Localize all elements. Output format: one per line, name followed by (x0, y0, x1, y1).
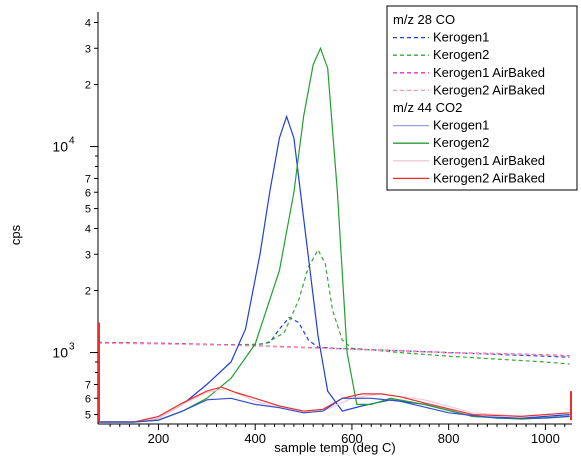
y-minor-tick-label: 2 (85, 80, 91, 92)
y-minor-tick-label: 6 (85, 393, 91, 405)
y-major-tick-label: 10 (52, 345, 68, 361)
x-tick-label: 400 (244, 431, 266, 446)
y-major-tick-exponent: 3 (69, 342, 75, 353)
legend-entry-label: Kerogen1 (433, 30, 489, 45)
x-tick-label: 600 (341, 431, 363, 446)
plot-lines (97, 46, 570, 423)
y-minor-tick-label: 3 (85, 249, 91, 261)
y-axis-label: cps (8, 224, 23, 245)
x-tick-label: 1000 (531, 431, 560, 446)
y-minor-tick-label: 7 (85, 173, 91, 185)
x-tick-label: 200 (148, 431, 170, 446)
legend-entry-label: Kerogen2 (433, 135, 489, 150)
series-line-9 (98, 397, 570, 423)
y-minor-tick-label: 7 (85, 379, 91, 391)
y-minor-tick-label: 5 (85, 204, 91, 216)
y-minor-tick-label: 3 (85, 43, 91, 55)
y-minor-tick-label: 4 (85, 224, 91, 236)
series-line-1 (97, 316, 570, 358)
x-axis-label: sample temp (deg C) (274, 440, 395, 455)
y-major-tick-exponent: 4 (69, 136, 75, 147)
legend-entry-label: Kerogen2 AirBaked (433, 170, 545, 185)
y-minor-tick-label: 4 (85, 18, 91, 30)
y-minor-tick-label: 6 (85, 187, 91, 199)
legend: m/z 28 CO Kerogen1 Kerogen2 Kerogen1 AirBak… (386, 5, 578, 191)
legend-entry-label: Kerogen1 AirBaked (433, 65, 545, 80)
y-minor-tick-label: 5 (85, 410, 91, 422)
y-major-tick-label: 10 (52, 139, 68, 155)
legend-box (386, 5, 578, 191)
series-line-6 (98, 46, 570, 423)
series-line-5 (98, 114, 570, 423)
legend-entry-label: Kerogen2 AirBaked (433, 82, 545, 97)
legend-group-header: m/z 44 CO2 (393, 100, 462, 115)
series-line-8 (98, 386, 570, 423)
legend-entry-label: Kerogen1 AirBaked (433, 153, 545, 168)
series-line-2 (97, 248, 570, 365)
legend-entry-label: Kerogen2 (433, 47, 489, 62)
series-line-4 (97, 342, 570, 357)
legend-entry-label: Kerogen1 (433, 118, 489, 133)
y-minor-tick-label: 2 (85, 286, 91, 298)
legend-group-header: m/z 28 CO (393, 12, 455, 27)
x-tick-label: 800 (438, 431, 460, 446)
